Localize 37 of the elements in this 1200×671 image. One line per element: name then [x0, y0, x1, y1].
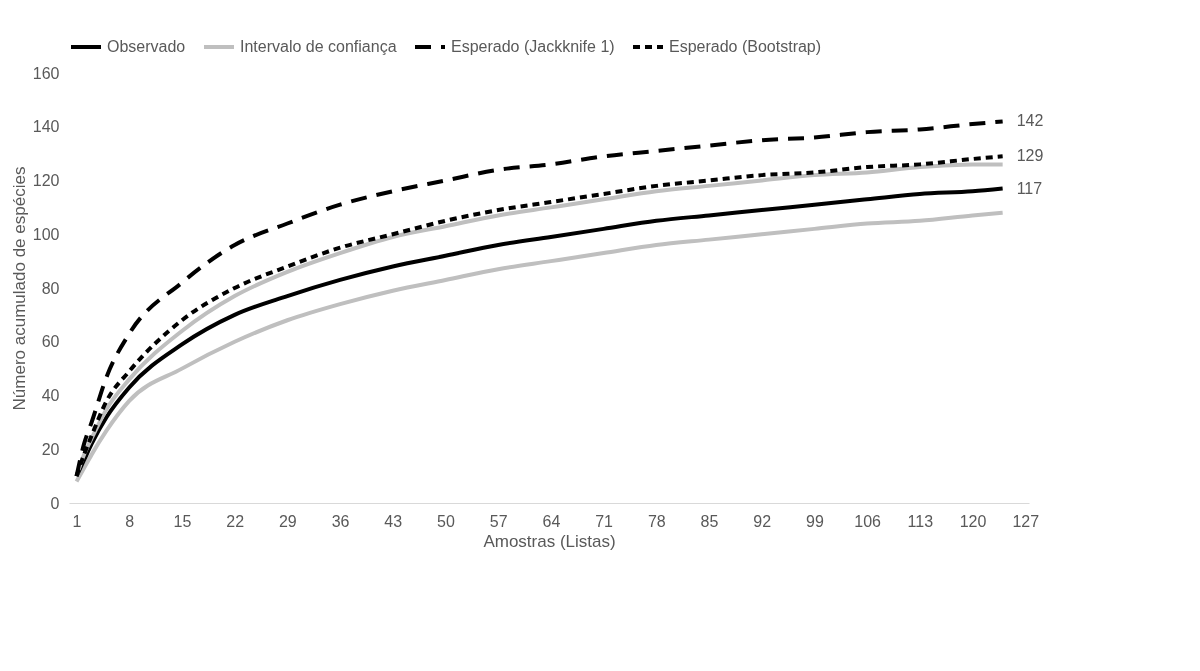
x-tick-label: 22 [226, 512, 245, 530]
x-tick-label: 57 [489, 512, 508, 530]
x-tick-label: 43 [384, 512, 403, 530]
data-label: 117 [1016, 179, 1043, 197]
x-tick-label: 71 [595, 512, 614, 530]
x-tick-label: 113 [907, 512, 934, 530]
y-tick-label: 120 [32, 172, 60, 189]
y-tick-label: 140 [32, 118, 60, 136]
x-tick-label: 64 [542, 512, 561, 530]
y-tick-label: 20 [41, 440, 60, 458]
y-axis-title: Número acumulado de espécies [9, 166, 29, 411]
legend-label: Intervalo de confiança [240, 38, 397, 55]
x-tick-label: 29 [278, 512, 297, 530]
x-tick-label: 36 [331, 512, 350, 530]
y-tick-label: 60 [41, 333, 60, 351]
data-label: 142 [1016, 112, 1044, 130]
data-label: 129 [1016, 147, 1044, 165]
x-tick-label: 106 [854, 512, 882, 530]
x-tick-label: 120 [959, 512, 987, 530]
x-tick-label: 50 [437, 512, 455, 530]
x-tick-label: 85 [700, 512, 719, 530]
x-tick-label: 92 [753, 512, 772, 530]
x-tick-label: 78 [647, 512, 666, 530]
y-tick-label: 100 [32, 225, 60, 243]
legend-label: Observado [107, 38, 186, 55]
y-tick-label: 0 [50, 494, 60, 512]
x-tick-label: 15 [173, 512, 192, 530]
x-tick-label: 127 [1012, 512, 1040, 530]
legend-label: Esperado (Bootstrap) [669, 38, 822, 55]
x-tick-label: 1 [72, 512, 82, 530]
x-tick-label: 8 [125, 512, 135, 530]
x-axis-title: Amostras (Listas) [483, 531, 616, 551]
y-tick-label: 80 [41, 279, 60, 297]
y-tick-label: 160 [32, 64, 60, 82]
legend-label: Esperado (Jackknife 1) [451, 38, 615, 55]
x-tick-label: 99 [806, 512, 824, 530]
y-tick-label: 40 [41, 387, 60, 404]
